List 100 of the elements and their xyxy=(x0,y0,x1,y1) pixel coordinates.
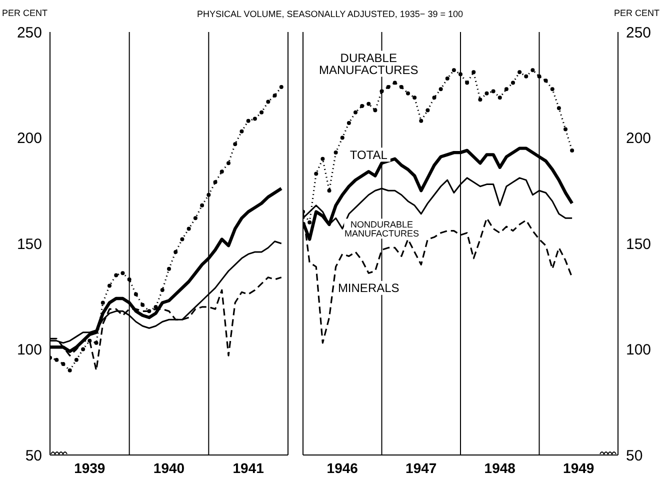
point xyxy=(240,129,244,134)
x-tick-label: 1939 xyxy=(74,460,106,476)
point xyxy=(140,302,145,307)
point xyxy=(108,284,112,288)
point xyxy=(61,362,66,366)
point xyxy=(458,72,462,76)
x-tick-label: 1940 xyxy=(153,460,185,476)
x-tick-label: 1949 xyxy=(563,460,594,476)
point xyxy=(174,250,178,254)
point xyxy=(556,106,561,110)
point xyxy=(167,266,171,271)
point xyxy=(100,300,105,305)
point xyxy=(220,170,224,174)
text: PHYSICAL VOLUME, SEASONALLY ADJUSTED, 1935− 39 = 100 xyxy=(197,9,463,19)
point xyxy=(327,188,332,193)
point xyxy=(570,148,574,152)
point xyxy=(445,76,450,81)
point xyxy=(550,87,554,92)
point xyxy=(360,104,364,108)
point xyxy=(530,68,535,72)
y2-tick-label: 250 xyxy=(626,24,652,42)
y2-axis-title: PER CENT xyxy=(614,8,660,18)
point xyxy=(386,84,390,89)
point xyxy=(518,70,522,74)
point xyxy=(88,338,92,343)
x-tick-label: 1948 xyxy=(484,460,516,476)
y-tick-label: 100 xyxy=(16,342,42,359)
point xyxy=(346,120,351,125)
point xyxy=(147,309,152,314)
y2-tick-label: 200 xyxy=(626,130,652,148)
point xyxy=(478,98,482,102)
point xyxy=(392,80,397,85)
point xyxy=(68,368,72,372)
series-label: MINERALS xyxy=(338,281,400,296)
point xyxy=(354,110,358,114)
point xyxy=(74,358,78,362)
point xyxy=(373,108,378,112)
point xyxy=(432,96,436,100)
point xyxy=(260,110,264,114)
point xyxy=(564,127,568,132)
point xyxy=(206,192,211,197)
point xyxy=(334,150,338,155)
y-tick-label: 150 xyxy=(16,236,42,253)
y-tick-label: 200 xyxy=(16,130,42,148)
point xyxy=(246,118,250,123)
point xyxy=(340,136,344,140)
point xyxy=(399,84,404,89)
point xyxy=(94,340,98,345)
series-label: TOTAL xyxy=(350,148,388,162)
point xyxy=(465,80,470,85)
y2-tick-label: 150 xyxy=(626,236,652,253)
point xyxy=(380,89,384,94)
point xyxy=(484,91,489,96)
point xyxy=(504,87,508,92)
y2-tick-label: 50 xyxy=(626,447,643,464)
point xyxy=(498,96,502,100)
point xyxy=(226,161,230,166)
series-label: NONDURABLE MANUFACTURES xyxy=(344,219,420,238)
point xyxy=(511,80,515,85)
point xyxy=(186,226,191,231)
point xyxy=(160,288,164,292)
point xyxy=(544,78,548,83)
point xyxy=(180,237,184,242)
point xyxy=(193,216,198,220)
x-tick-label: 1946 xyxy=(326,460,358,476)
point xyxy=(524,74,528,78)
point xyxy=(366,102,371,106)
point xyxy=(233,142,238,146)
point xyxy=(452,68,456,72)
point xyxy=(120,271,125,276)
point xyxy=(127,277,132,282)
point xyxy=(426,108,430,112)
point xyxy=(81,347,86,352)
point xyxy=(134,292,138,296)
x-tick-label: 1947 xyxy=(406,460,437,476)
point xyxy=(491,89,496,94)
point xyxy=(114,273,118,278)
point xyxy=(320,156,325,161)
point xyxy=(308,220,312,224)
point xyxy=(419,118,424,123)
point xyxy=(252,116,257,121)
point xyxy=(438,87,443,92)
x-tick-label: 1941 xyxy=(232,460,264,476)
point xyxy=(266,100,270,104)
y-tick-label: 50 xyxy=(25,447,42,464)
point xyxy=(314,172,318,176)
point xyxy=(412,96,417,100)
point xyxy=(406,91,410,96)
point xyxy=(200,203,204,208)
point xyxy=(472,70,476,74)
point xyxy=(54,358,59,362)
point xyxy=(213,180,218,184)
point xyxy=(272,93,277,98)
point xyxy=(279,84,284,89)
series-label: DURABLE MANUFACTURES xyxy=(318,50,418,77)
point xyxy=(154,304,158,309)
y-tick-label: 250 xyxy=(16,24,42,42)
point xyxy=(537,74,542,78)
y-axis-title: PER CENT xyxy=(2,8,48,18)
y2-tick-label: 100 xyxy=(626,342,652,359)
